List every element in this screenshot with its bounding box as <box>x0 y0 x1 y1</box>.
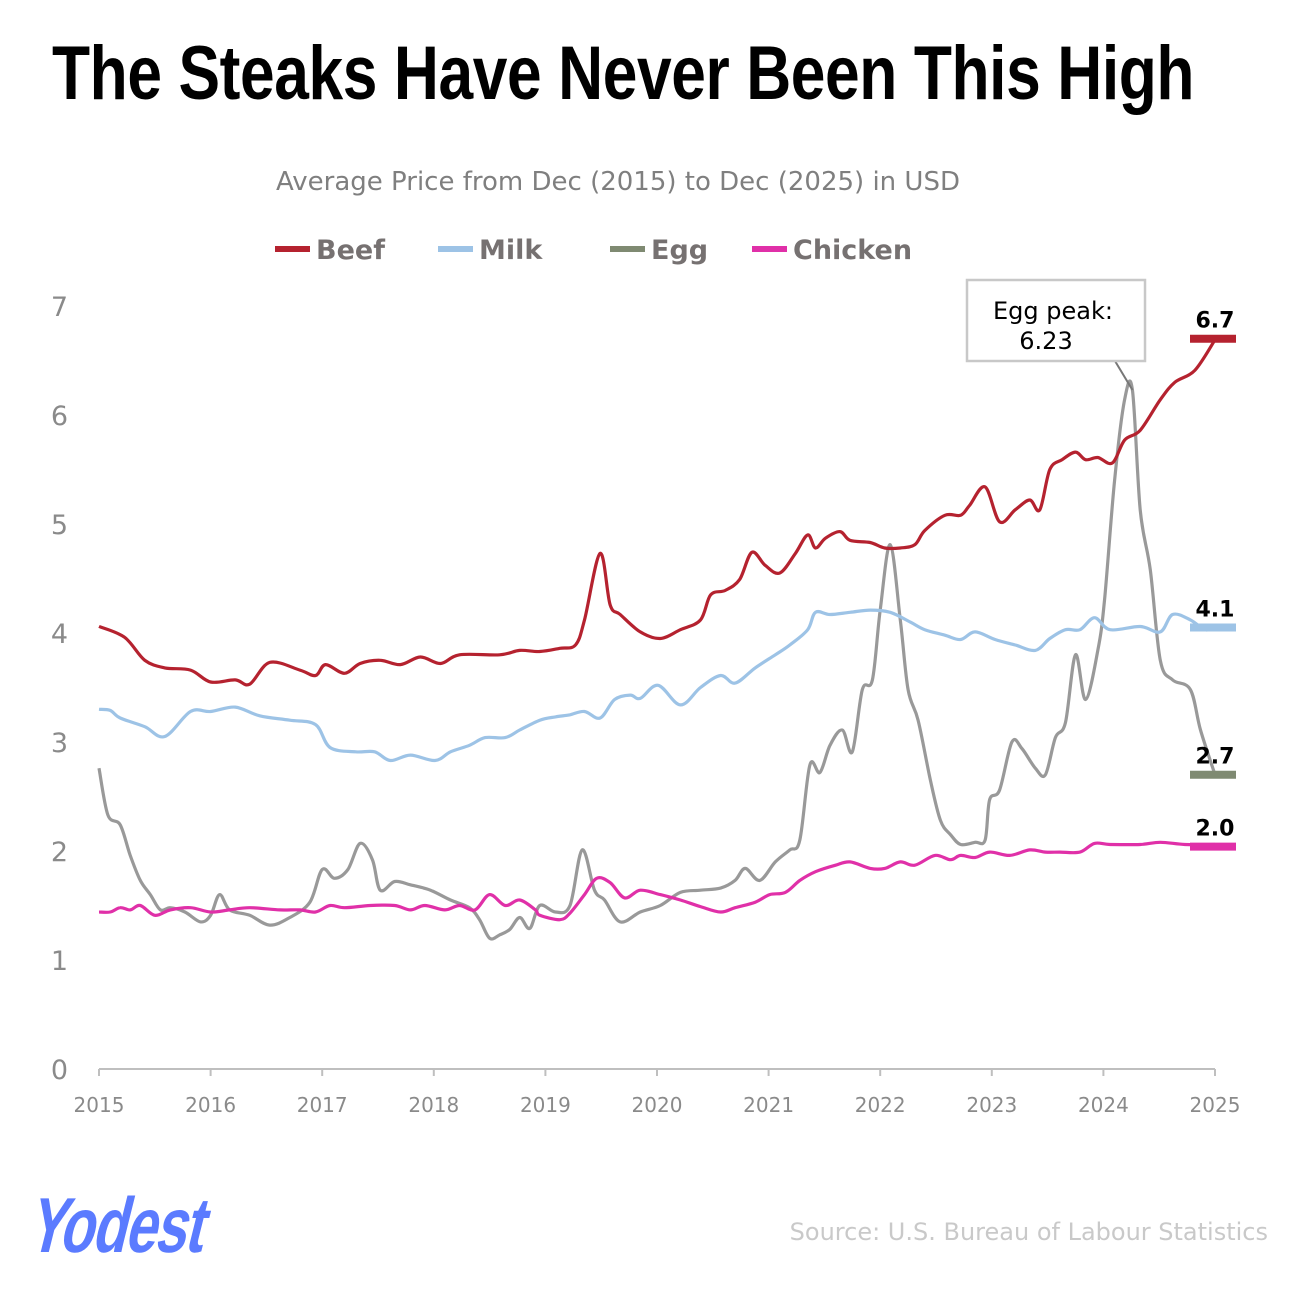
annotation-box <box>965 278 1147 363</box>
x-tick-label: 2024 <box>1078 1093 1129 1117</box>
yodest-logo: Yodest <box>22 1181 220 1269</box>
source-note: Source: U.S. Bureau of Labour Statistics <box>790 1218 1268 1246</box>
x-tick-label: 2025 <box>1190 1093 1241 1117</box>
series-line-chicken <box>98 840 1216 922</box>
x-tick-label: 2019 <box>520 1093 571 1117</box>
series-lines <box>97 338 1217 941</box>
end-label-beef: 6.7 <box>1196 309 1235 334</box>
y-tick-label: 3 <box>51 728 68 759</box>
end-labels: 6.7 4.1 2.7 2.0 <box>1190 309 1236 851</box>
y-tick-label: 6 <box>51 401 68 432</box>
x-tick-label: 2017 <box>297 1093 348 1117</box>
x-tick-label: 2023 <box>966 1093 1017 1117</box>
series-line-beef <box>98 338 1217 687</box>
end-label-egg: 2.7 <box>1196 745 1235 770</box>
egg-peak-annotation: Egg peak: 6.23 <box>965 278 1147 391</box>
legend-label-egg: Egg <box>651 235 708 266</box>
x-tick-label: 2016 <box>185 1093 236 1117</box>
annotation-leader-line <box>1114 360 1134 391</box>
y-tick-label: 7 <box>51 292 68 323</box>
chart-subtitle: Average Price from Dec (2015) to Dec (20… <box>276 167 960 197</box>
annotation-label: Egg peak: <box>993 297 1113 325</box>
legend: Beef Milk Egg Chicken <box>275 235 912 266</box>
chart-title: The Steaks Have Never Been This High <box>52 31 1195 116</box>
x-tick-label: 2022 <box>855 1093 906 1117</box>
series-line-milk <box>98 608 1216 763</box>
annotation-value: 6.23 <box>1019 327 1072 355</box>
series-line-egg <box>97 379 1217 941</box>
y-tick-label: 5 <box>51 510 68 541</box>
x-tick-label: 2020 <box>632 1093 683 1117</box>
end-label-chicken: 2.0 <box>1196 817 1235 842</box>
legend-label-milk: Milk <box>479 235 543 266</box>
x-tick-label: 2018 <box>408 1093 459 1117</box>
x-tick-label: 2021 <box>743 1093 794 1117</box>
legend-label-beef: Beef <box>316 235 385 266</box>
y-tick-label: 0 <box>51 1055 68 1086</box>
logo-text: Yodest <box>22 1181 220 1269</box>
legend-label-chicken: Chicken <box>793 235 912 266</box>
axes: 2015 2016 2017 2018 2019 2020 2021 2022 2023 2024… <box>51 292 1241 1117</box>
y-tick-label: 2 <box>51 837 68 868</box>
x-tick-label: 2015 <box>74 1093 125 1117</box>
y-tick-label: 1 <box>51 946 68 977</box>
end-label-milk: 4.1 <box>1196 598 1235 623</box>
y-tick-label: 4 <box>51 619 68 650</box>
